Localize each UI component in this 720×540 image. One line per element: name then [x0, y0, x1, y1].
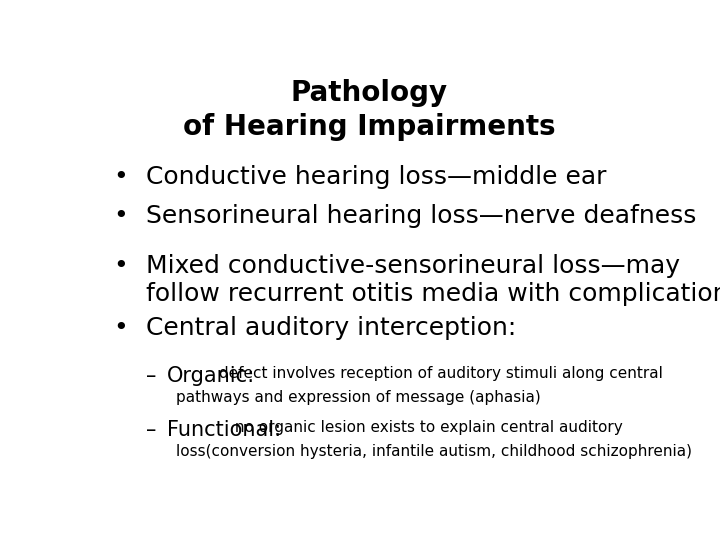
Text: Central auditory interception:: Central auditory interception:: [145, 316, 516, 340]
Text: Organic:: Organic:: [167, 366, 255, 386]
Text: Conductive hearing loss—middle ear: Conductive hearing loss—middle ear: [145, 165, 606, 188]
Text: –: –: [145, 366, 156, 386]
Text: •: •: [113, 316, 128, 340]
Text: defect involves reception of auditory stimuli along central: defect involves reception of auditory st…: [214, 366, 662, 381]
Text: Pathology
of Hearing Impairments: Pathology of Hearing Impairments: [183, 79, 555, 141]
Text: Functional:: Functional:: [167, 420, 281, 440]
Text: Mixed conductive-sensorineural loss—may
follow recurrent otitis media with compl: Mixed conductive-sensorineural loss—may …: [145, 254, 720, 306]
Text: loss(conversion hysteria, infantile autism, childhood schizophrenia): loss(conversion hysteria, infantile auti…: [176, 444, 693, 460]
Text: •: •: [113, 204, 128, 228]
Text: •: •: [113, 165, 128, 188]
Text: no organic lesion exists to explain central auditory: no organic lesion exists to explain cent…: [230, 420, 623, 435]
Text: –: –: [145, 420, 156, 440]
Text: pathways and expression of message (aphasia): pathways and expression of message (apha…: [176, 390, 541, 406]
Text: Sensorineural hearing loss—nerve deafness: Sensorineural hearing loss—nerve deafnes…: [145, 204, 696, 228]
Text: •: •: [113, 254, 128, 278]
